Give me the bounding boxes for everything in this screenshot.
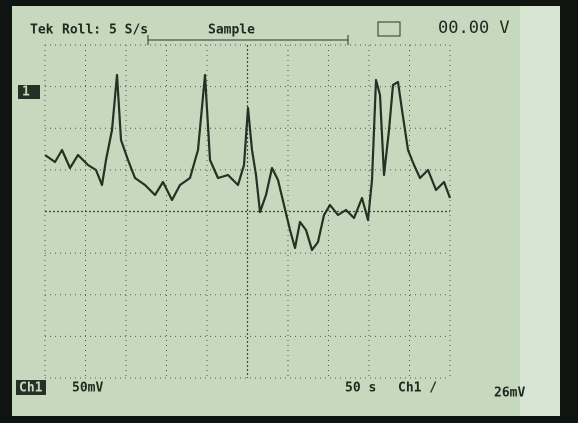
volts-div: 50mV [72, 381, 103, 396]
graticule [44, 44, 451, 379]
waveform-trace [44, 73, 452, 252]
brand: Tek [30, 23, 54, 38]
channel-badge-bg [16, 380, 46, 395]
time-div: 50 s [345, 381, 376, 396]
channel-ref: 1 [22, 85, 30, 100]
trigger-icon [377, 21, 401, 37]
glare [520, 6, 560, 416]
mode: Roll: 5 S/s [62, 23, 148, 38]
trigger-level: 00.00 V [438, 18, 510, 38]
trigger-source: Ch1 / [398, 381, 437, 396]
channel-marker-bg [18, 85, 40, 99]
channel: Ch1 [19, 381, 43, 396]
acquisition: Sample [208, 23, 255, 38]
trigger-value: 26mV [494, 386, 525, 401]
